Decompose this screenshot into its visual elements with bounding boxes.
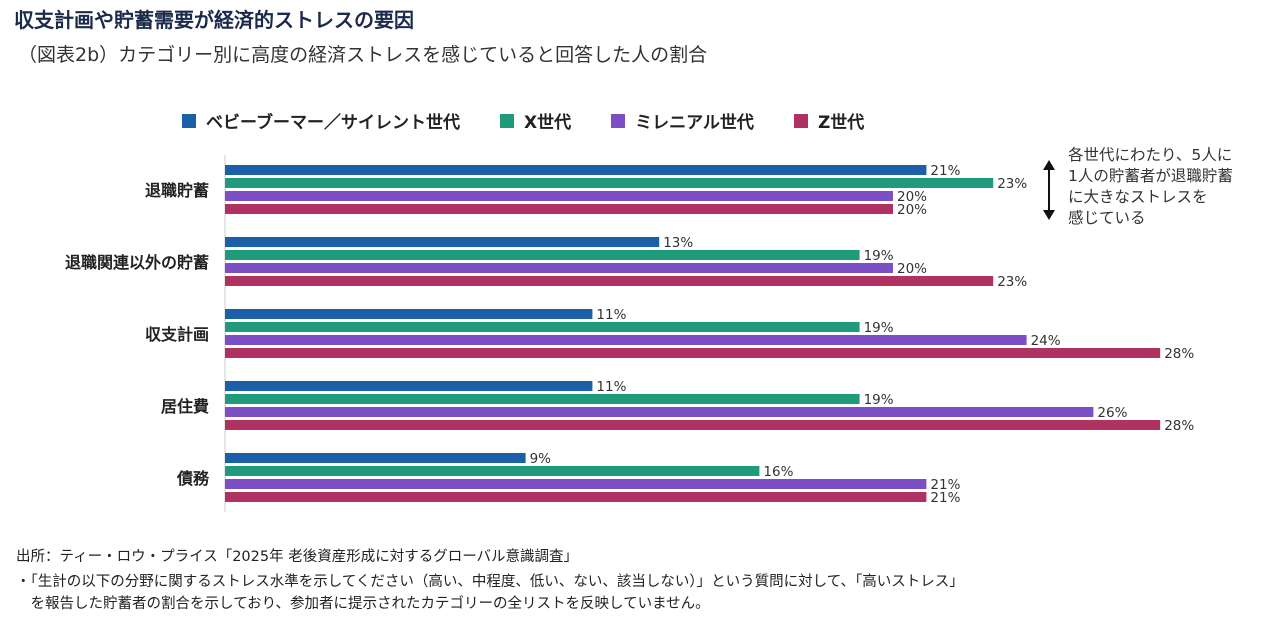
category-label: 債務 — [176, 469, 210, 488]
bar — [225, 394, 860, 404]
legend-item: ミレニアル世代 — [611, 108, 754, 133]
bar — [225, 381, 593, 391]
category-label: 収支計画 — [145, 325, 209, 344]
annotation-line: 1人の貯蓄者が退職貯蓄 — [1068, 167, 1233, 185]
annotation-line: 感じている — [1068, 209, 1146, 227]
bar — [225, 191, 893, 201]
legend-item: ベビーブーマー／サイレント世代 — [182, 108, 460, 133]
bar — [225, 492, 927, 502]
data-label: 19% — [864, 248, 894, 264]
legend-swatch — [611, 113, 626, 128]
bar — [225, 178, 994, 188]
legend-item: Z世代 — [793, 108, 865, 133]
data-label: 21% — [930, 163, 960, 179]
data-label: 20% — [897, 189, 927, 205]
bar — [225, 407, 1094, 417]
bar — [225, 204, 893, 214]
bar — [225, 250, 860, 260]
legend-label: ベビーブーマー／サイレント世代 — [206, 113, 460, 133]
bar — [225, 348, 1161, 358]
data-label: 19% — [864, 392, 894, 408]
chart-title: 収支計画や貯蓄需要が経済的ストレスの要因 — [14, 8, 414, 32]
bar — [225, 165, 927, 175]
data-label: 20% — [897, 202, 927, 218]
data-label: 24% — [1031, 333, 1061, 349]
data-label: 20% — [897, 261, 927, 277]
bar — [225, 322, 860, 332]
bar — [225, 237, 660, 247]
bar — [225, 466, 760, 476]
data-label: 26% — [1097, 405, 1127, 421]
chart-subtitle: （図表2b）カテゴリー別に高度の経済ストレスを感じていると回答した人の割合 — [18, 44, 708, 66]
data-label: 16% — [763, 464, 793, 480]
annotation: 各世代にわたり、5人に 1人の貯蓄者が退職貯蓄 に大きなストレスを 感じている — [1068, 145, 1233, 229]
data-label: 19% — [864, 320, 894, 336]
bar — [225, 309, 593, 319]
data-label: 23% — [997, 176, 1027, 192]
bar — [225, 263, 893, 273]
data-label: 21% — [930, 477, 960, 493]
legend-swatch — [499, 113, 514, 128]
legend-label: X世代 — [523, 113, 572, 133]
legend-label: ミレニアル世代 — [635, 113, 754, 133]
data-label: 23% — [997, 274, 1027, 290]
data-label: 11% — [596, 307, 626, 323]
data-label: 28% — [1164, 346, 1194, 362]
legend: ベビーブーマー／サイレント世代 X世代 ミレニアル世代 Z世代 — [182, 108, 864, 133]
bar — [225, 479, 927, 489]
data-label: 21% — [930, 490, 960, 506]
data-label: 11% — [596, 379, 626, 395]
legend-item: X世代 — [499, 108, 572, 133]
legend-swatch — [793, 113, 808, 128]
annotation-line: 各世代にわたり、5人に — [1068, 146, 1233, 164]
data-label: 28% — [1164, 418, 1194, 434]
source-note: 出所：ティー・ロウ・プライス「2025年 老後資産形成に対するグローバル意識調査… — [16, 549, 579, 565]
arrow-up-icon — [1043, 160, 1055, 170]
category-label: 退職貯蓄 — [145, 181, 209, 200]
bar — [225, 276, 994, 286]
legend-label: Z世代 — [817, 113, 865, 133]
arrow-down-icon — [1043, 210, 1055, 220]
annotation-line: に大きなストレスを — [1068, 188, 1208, 206]
legend-swatch — [182, 113, 196, 128]
footnote: を報告した貯蓄者の割合を示しており、参加者に提示されたカテゴリーの全リストを反映… — [16, 596, 710, 612]
bar — [225, 453, 526, 463]
category-label: 退職関連以外の貯蓄 — [65, 253, 209, 272]
bar — [225, 420, 1161, 430]
footnote: ・「生計の以下の分野に関するストレス水準を示してください（高い、中程度、低い、な… — [16, 574, 964, 590]
category-label: 居住費 — [161, 397, 209, 416]
data-label: 9% — [530, 451, 552, 467]
bar — [225, 335, 1027, 345]
data-label: 13% — [663, 235, 693, 251]
